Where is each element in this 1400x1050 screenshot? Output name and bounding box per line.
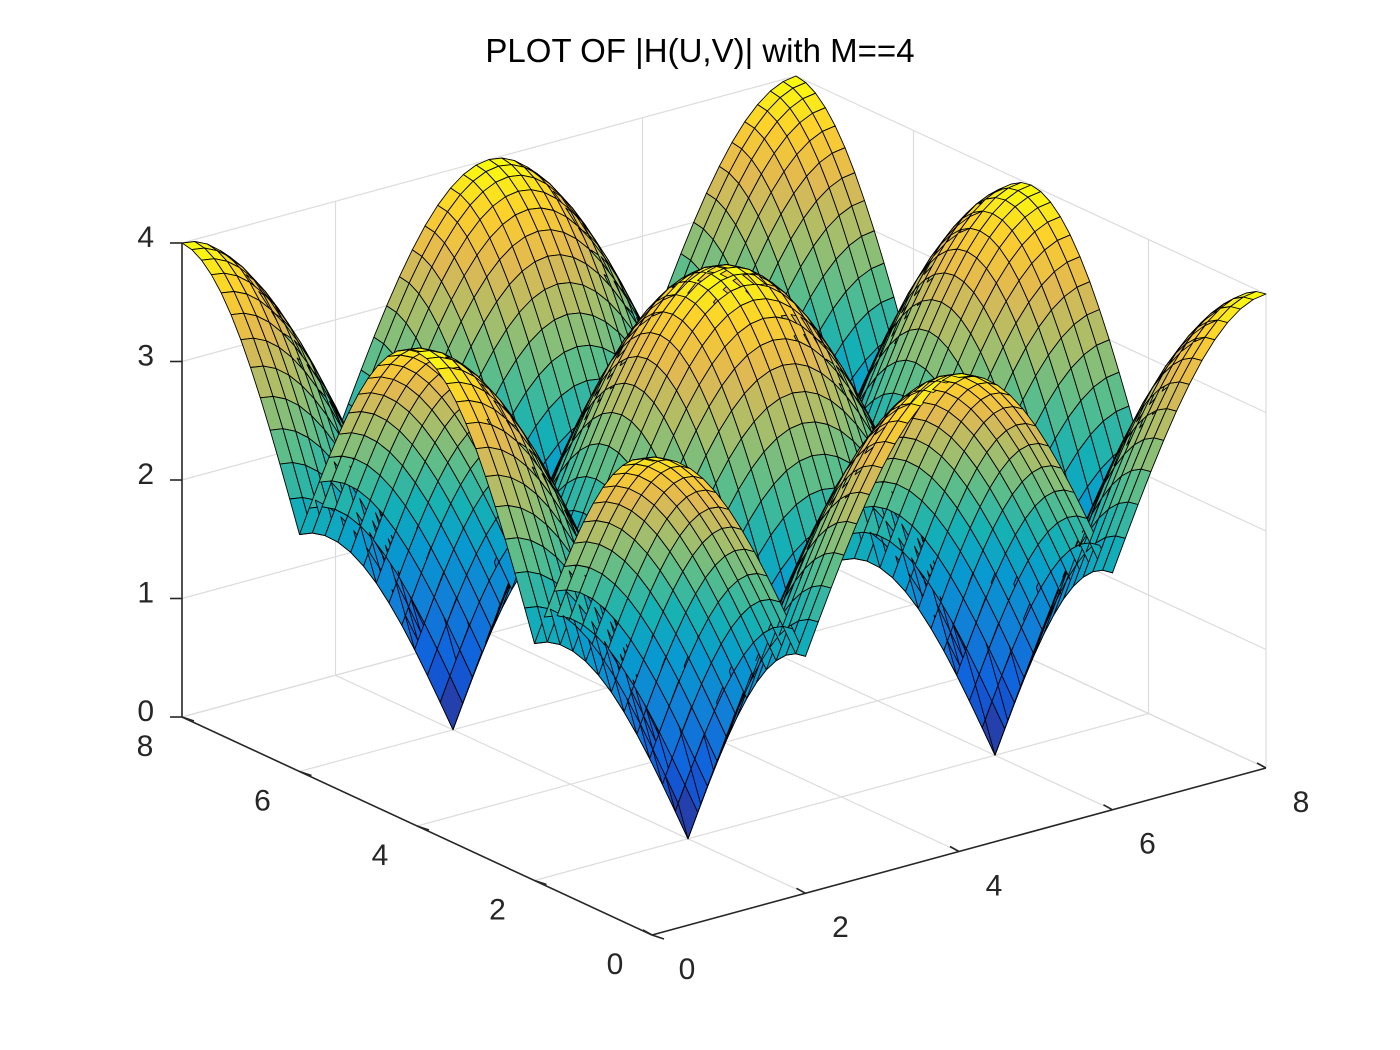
x-tick-mark	[949, 845, 960, 853]
y-tick-label: 8	[137, 730, 154, 763]
z-tick-label: 0	[137, 695, 154, 728]
x-tick-label: 4	[986, 869, 1003, 902]
y-tick-mark	[181, 716, 195, 722]
surface-mesh	[181, 75, 1267, 840]
grid-line	[534, 712, 1149, 882]
x-tick-label: 0	[679, 953, 696, 986]
y-tick-label: 0	[607, 948, 624, 981]
x-tick-mark	[796, 887, 806, 894]
y-tick-mark	[416, 825, 430, 831]
y-tick-label: 4	[372, 839, 389, 872]
x-tick-label: 6	[1139, 828, 1156, 861]
x-tick-mark	[1103, 804, 1113, 811]
y-tick-mark	[651, 934, 665, 940]
z-tick-label: 3	[137, 339, 154, 372]
axis-lines	[170, 242, 1267, 940]
x-tick-label: 8	[1293, 786, 1310, 819]
surface-cell	[1242, 291, 1267, 300]
z-tick-label: 2	[137, 458, 154, 491]
z-tick-label: 1	[137, 576, 154, 609]
y-tick-label: 2	[489, 893, 506, 926]
y-tick-label: 6	[254, 784, 271, 817]
x-tick-label: 2	[832, 911, 849, 944]
x-tick-mark	[1256, 762, 1267, 769]
y-tick-mark	[299, 770, 312, 777]
y-tick-mark	[534, 879, 547, 886]
x-tick-mark	[642, 929, 653, 936]
z-tick-label: 4	[137, 221, 154, 254]
chart-title: PLOT OF |H(U,V)| with M==4	[485, 32, 915, 69]
